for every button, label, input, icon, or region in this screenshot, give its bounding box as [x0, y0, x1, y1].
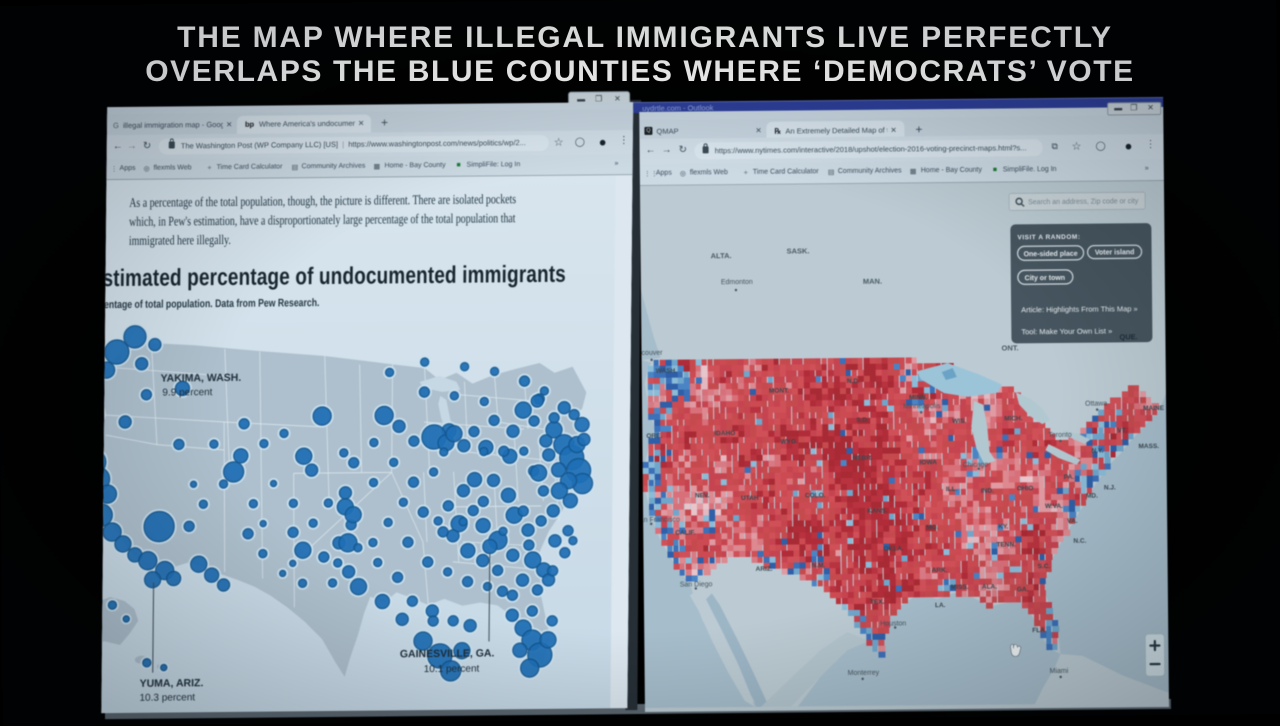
svg-text:WYO.: WYO. — [780, 438, 798, 445]
svg-text:Tool: Make Your Own List »: Tool: Make Your Own List » — [1021, 326, 1112, 336]
svg-text:YUMA, ARIZ.: YUMA, ARIZ. — [140, 677, 204, 690]
svg-text:N.M.: N.M. — [812, 562, 826, 569]
svg-text:Miami: Miami — [1050, 668, 1069, 675]
svg-text:San Francisco: San Francisco — [640, 517, 680, 524]
svg-text:Minneapolis: Minneapolis — [903, 403, 941, 410]
svg-text:CALIF.: CALIF. — [675, 529, 695, 536]
svg-text:MONT.: MONT. — [769, 388, 789, 395]
svg-text:FLA.: FLA. — [1032, 627, 1047, 634]
svg-text:W.VA.: W.VA. — [1045, 503, 1063, 510]
svg-text:NEV.: NEV. — [695, 492, 710, 499]
svg-text:ILL.: ILL. — [946, 486, 958, 493]
svg-text:WASH.: WASH. — [656, 368, 678, 375]
svg-text:MASS.: MASS. — [1138, 443, 1159, 450]
svg-text:IDAHO: IDAHO — [714, 430, 735, 437]
svg-text:VISIT A RANDOM:: VISIT A RANDOM: — [1017, 234, 1080, 242]
svg-text:IND.: IND. — [981, 488, 994, 495]
svg-text:Monterrey: Monterrey — [848, 670, 880, 677]
svg-text:GA.: GA. — [1017, 586, 1029, 593]
svg-text:Ottawa: Ottawa — [1085, 401, 1107, 408]
svg-text:VT.: VT. — [1117, 427, 1127, 434]
svg-text:KANS.: KANS. — [867, 508, 887, 515]
svg-text:TEX.: TEX. — [870, 599, 885, 606]
svg-text:VA.: VA. — [1067, 518, 1078, 525]
svg-text:YAKIMA, WASH.: YAKIMA, WASH. — [160, 372, 241, 385]
svg-text:One-sided place: One-sided place — [1024, 251, 1078, 259]
svg-text:MAINE: MAINE — [1143, 405, 1165, 412]
svg-text:N.C.: N.C. — [1073, 538, 1086, 545]
svg-text:KY.: KY. — [998, 523, 1008, 530]
svg-text:ORE.: ORE. — [646, 433, 662, 440]
svg-text:N.D.: N.D. — [847, 378, 860, 385]
svg-text:Houston: Houston — [880, 620, 906, 627]
svg-text:ALTA.: ALTA. — [711, 251, 732, 260]
svg-text:IOWA: IOWA — [920, 459, 938, 466]
svg-text:MD.: MD. — [1086, 493, 1098, 500]
svg-text:GAINESVILLE, GA.: GAINESVILLE, GA. — [400, 647, 495, 660]
svg-text:LA.: LA. — [935, 602, 946, 609]
svg-text:Toronto: Toronto — [1048, 432, 1072, 439]
svg-text:MICH.: MICH. — [1004, 415, 1023, 422]
svg-text:Voter island: Voter island — [1095, 249, 1135, 256]
svg-text:City or town: City or town — [1025, 275, 1066, 282]
svg-text:PA.: PA. — [1064, 474, 1075, 481]
svg-text:SASK.: SASK. — [787, 246, 810, 255]
svg-text:QUE.: QUE. — [1119, 332, 1137, 341]
svg-text:TENN.: TENN. — [996, 541, 1016, 548]
svg-text:UTAH: UTAH — [741, 495, 759, 502]
svg-text:ONT.: ONT. — [1001, 343, 1018, 352]
svg-text:MO.: MO. — [926, 524, 939, 531]
svg-text:10.3 percent: 10.3 percent — [139, 692, 195, 704]
svg-text:Article: Highlights From This: Article: Highlights From This Map » — [1021, 304, 1138, 314]
svg-text:N.Y.: N.Y. — [1091, 448, 1103, 455]
svg-text:Chicago: Chicago — [963, 462, 989, 469]
svg-text:COLO.: COLO. — [805, 492, 826, 499]
svg-text:Search an address, Zip code or: Search an address, Zip code or city — [1028, 198, 1139, 206]
svg-text:N.J.: N.J. — [1104, 484, 1116, 491]
svg-text:Edmonton: Edmonton — [721, 279, 753, 286]
svg-text:10.1 percent: 10.1 percent — [424, 664, 480, 676]
svg-text:MAN.: MAN. — [863, 277, 882, 286]
svg-text:S.D.: S.D. — [856, 417, 869, 424]
svg-text:ARK.: ARK. — [932, 567, 948, 574]
svg-text:9.9 percent: 9.9 percent — [162, 387, 212, 398]
svg-text:NEBR.: NEBR. — [853, 455, 873, 462]
svg-text:MINN.: MINN. — [909, 394, 928, 401]
svg-text:OHIO: OHIO — [1017, 485, 1034, 492]
svg-text:MISS.: MISS. — [951, 584, 969, 591]
svg-text:OKLA.: OKLA. — [883, 545, 903, 552]
svg-text:S.C.: S.C. — [1038, 563, 1051, 570]
svg-text:ALA.: ALA. — [982, 584, 997, 591]
svg-text:Vancouver: Vancouver — [640, 350, 663, 357]
svg-text:ARIZ.: ARIZ. — [756, 566, 773, 573]
svg-text:WIS.: WIS. — [952, 418, 966, 425]
